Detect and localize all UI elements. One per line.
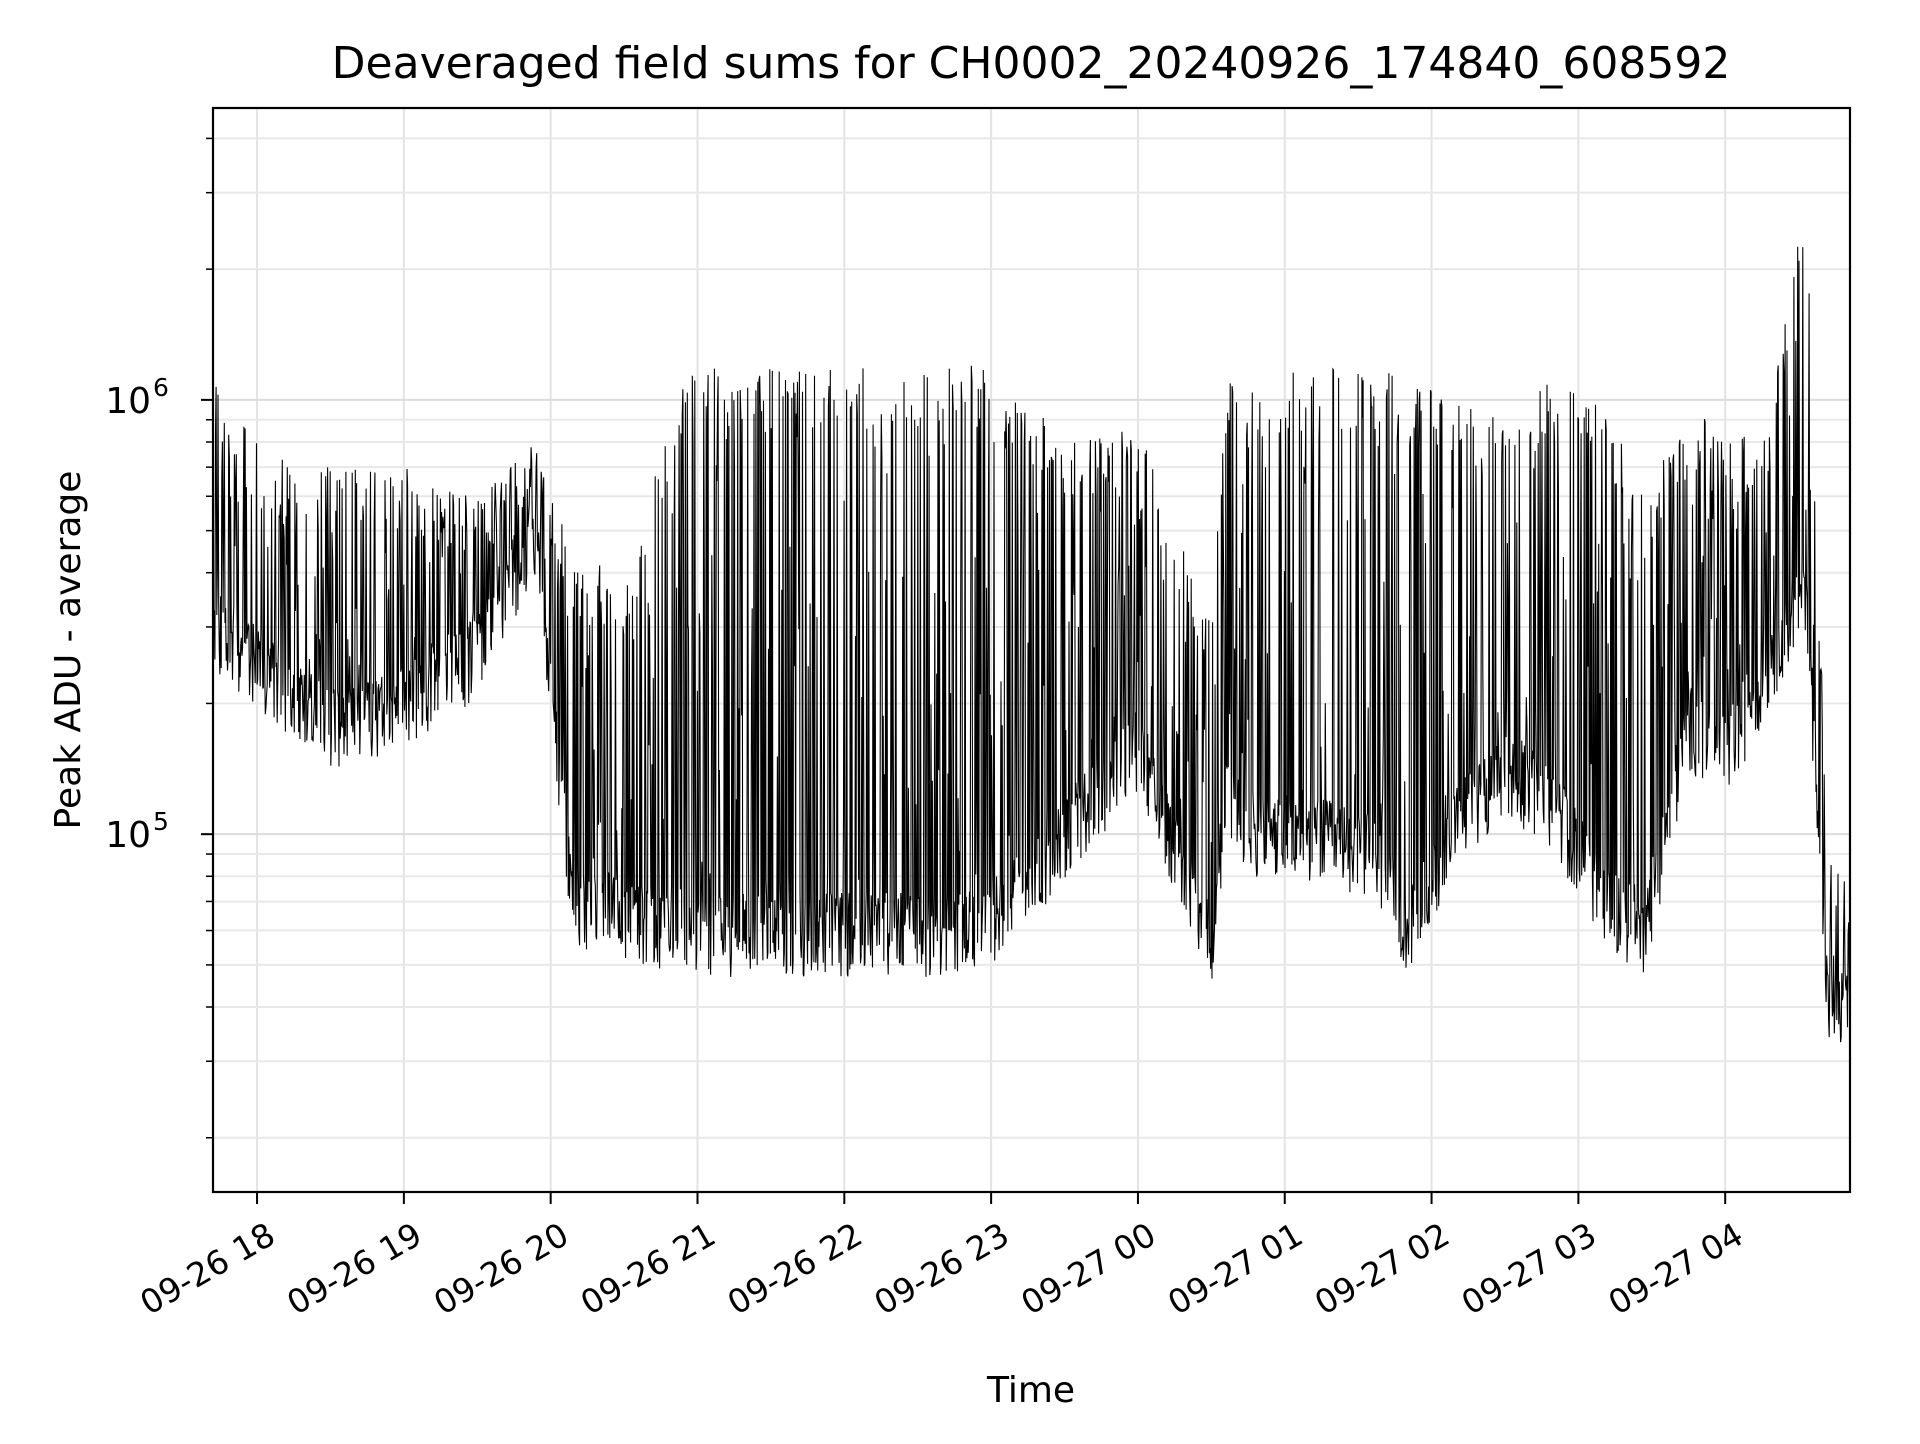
x-tick-label: 09-26 21 [574,1215,722,1323]
y-tick-label-exponent: 5 [153,807,169,836]
y-tick-label-base: 10 [105,815,151,856]
x-tick-label: 09-26 22 [721,1215,869,1323]
x-tick-label: 09-27 01 [1161,1215,1309,1323]
y-tick-label: 10 5 [105,807,169,856]
series-layer [212,246,1851,1043]
y-tick-label-base: 10 [105,381,151,422]
x-axis-label: Time [986,1370,1075,1411]
x-tick-label: 09-27 04 [1602,1215,1750,1323]
chart-title: Deaveraged field sums for CH0002_2024092… [332,38,1731,89]
plot-area-frame [211,106,1852,1194]
x-tick-label: 09-26 20 [427,1215,575,1323]
x-tick-label: 09-26 23 [868,1215,1016,1323]
x-tick-label: 09-26 18 [133,1215,281,1323]
y-tick-label: 10 6 [105,373,169,422]
x-tick-label: 09-27 02 [1308,1215,1456,1323]
y-tick-label-exponent: 6 [153,373,169,402]
series-line [212,246,1851,1043]
y-axis-label: Peak ADU - average [48,471,89,830]
x-tick-label: 09-27 00 [1014,1215,1162,1323]
x-tick-label: 09-27 03 [1455,1215,1603,1323]
x-tick-label: 09-26 19 [280,1215,428,1323]
